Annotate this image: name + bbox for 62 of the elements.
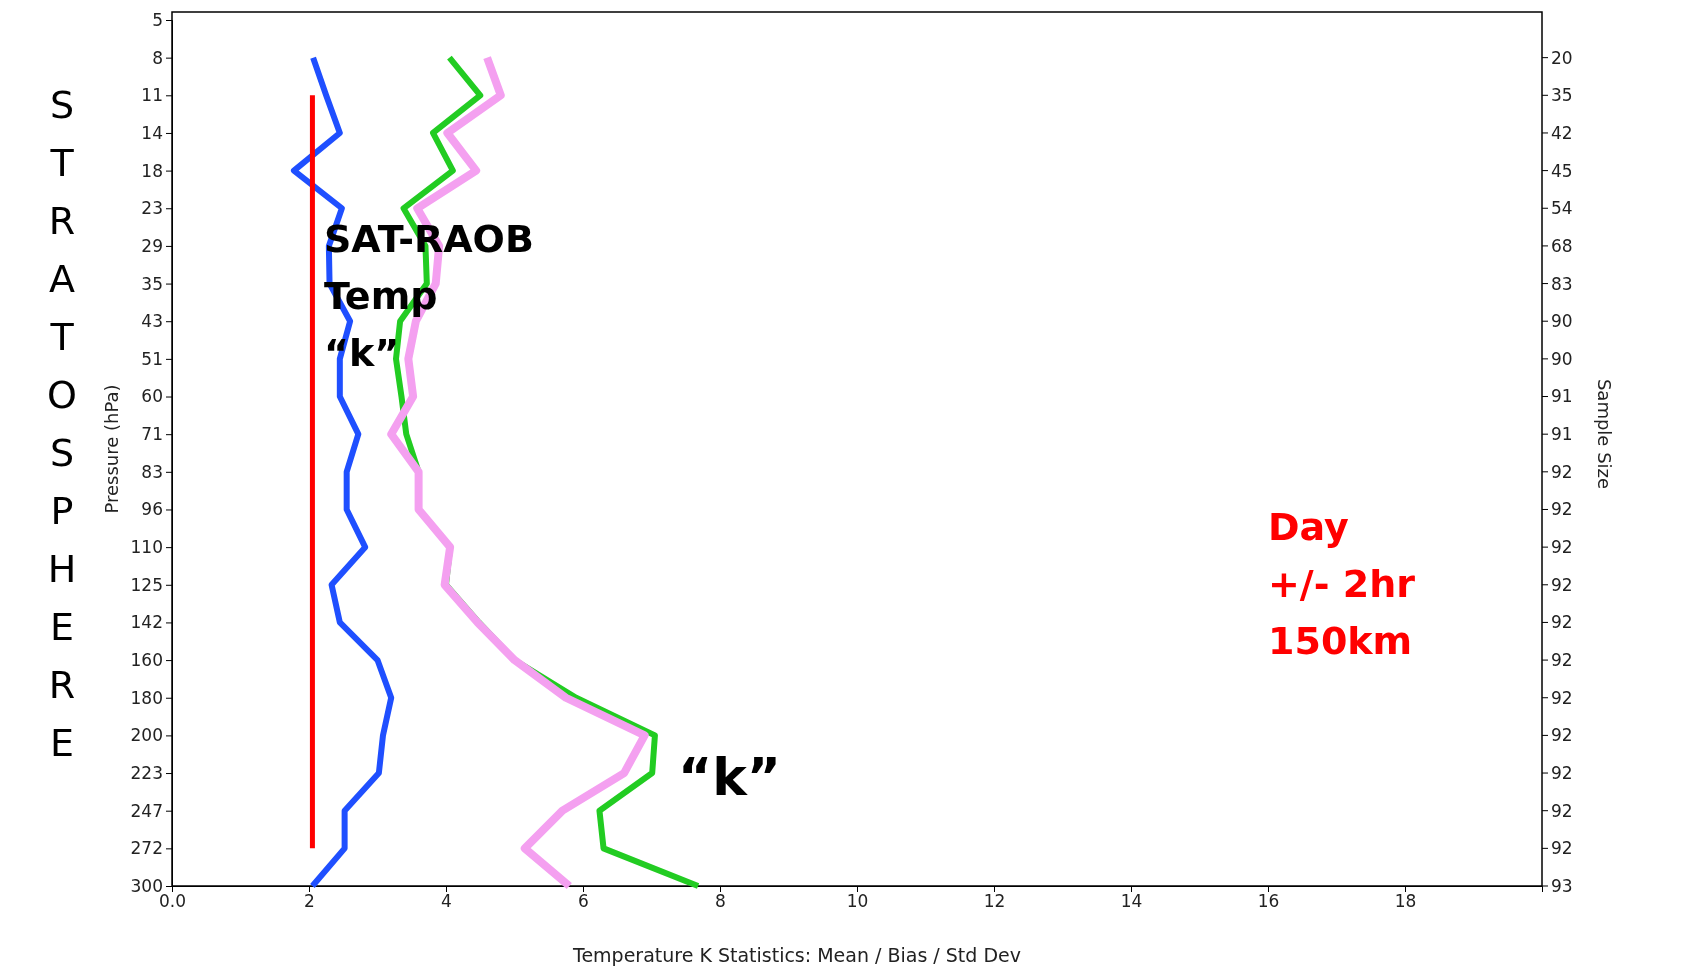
y-tick-label: 8 <box>152 47 163 68</box>
annotation: Day +/- 2hr 150km <box>1268 505 1416 663</box>
text: 92 <box>1551 650 1573 671</box>
x-tick-label: 12 <box>983 891 1006 912</box>
y-tick-label: 60 <box>141 386 163 407</box>
x-tick-label: 0.0 <box>158 891 187 912</box>
x-tick-label: 10 <box>846 891 869 912</box>
y-tick-label: 43 <box>141 311 163 332</box>
text: 83 <box>1551 273 1573 294</box>
y-tick-label: 125 <box>130 574 163 595</box>
y2-axis-title: Sample Size <box>1594 378 1615 490</box>
y-tick-label: 11 <box>141 85 163 106</box>
text: 92 <box>1551 612 1573 633</box>
y-tick-label: 200 <box>130 725 163 746</box>
x-tick-label: 8 <box>715 891 726 912</box>
text: 91 <box>1551 386 1573 407</box>
text: 54 <box>1551 198 1573 219</box>
y-tick-label: 272 <box>130 838 163 859</box>
text: 20 <box>1551 47 1573 68</box>
text: 92 <box>1551 687 1573 708</box>
y-tick-label: 29 <box>141 235 163 256</box>
y-tick-label: 96 <box>141 499 163 520</box>
text: 93 <box>1551 875 1573 896</box>
text: STRATOSPHERE <box>47 83 77 765</box>
x-tick-label: 2 <box>304 891 315 912</box>
text: 92 <box>1551 838 1573 859</box>
y-tick-label: 110 <box>130 537 163 558</box>
text: 92 <box>1551 537 1573 558</box>
x-tick-label: 14 <box>1120 891 1143 912</box>
text: 91 <box>1551 424 1573 445</box>
annotation: “k” <box>678 747 781 807</box>
y-tick-label: 5 <box>152 9 163 30</box>
x-tick-label: 18 <box>1394 891 1417 912</box>
text: 90 <box>1551 348 1573 369</box>
y-tick-label: 23 <box>141 198 163 219</box>
text: 68 <box>1551 235 1573 256</box>
text: 92 <box>1551 499 1573 520</box>
y-tick-label: 223 <box>130 762 163 783</box>
y-tick-label: 247 <box>130 800 163 821</box>
text: 92 <box>1551 800 1573 821</box>
y-tick-label: 142 <box>130 612 163 633</box>
y-tick-label: 14 <box>141 122 163 143</box>
text: 90 <box>1551 311 1573 332</box>
y-tick-label: 71 <box>141 424 163 445</box>
text: 92 <box>1551 762 1573 783</box>
text: 42 <box>1551 122 1573 143</box>
x-axis-title: Temperature K Statistics: Mean / Bias / Std Dev <box>572 944 1021 966</box>
text: 45 <box>1551 160 1573 181</box>
x-tick-label: 16 <box>1257 891 1280 912</box>
y-axis-title: Pressure (hPa) <box>101 384 122 514</box>
y-tick-label: 51 <box>141 348 163 369</box>
text: 35 <box>1551 85 1573 106</box>
text: 92 <box>1551 574 1573 595</box>
y-tick-label: 160 <box>130 650 163 671</box>
text: 92 <box>1551 461 1573 482</box>
text: 92 <box>1551 725 1573 746</box>
y-tick-label: 83 <box>141 461 163 482</box>
y-tick-label: 18 <box>141 160 163 181</box>
y-tick-label: 35 <box>141 273 163 294</box>
x-tick-label: 4 <box>441 891 452 912</box>
y-tick-label: 180 <box>130 687 163 708</box>
x-tick-label: 6 <box>578 891 589 912</box>
